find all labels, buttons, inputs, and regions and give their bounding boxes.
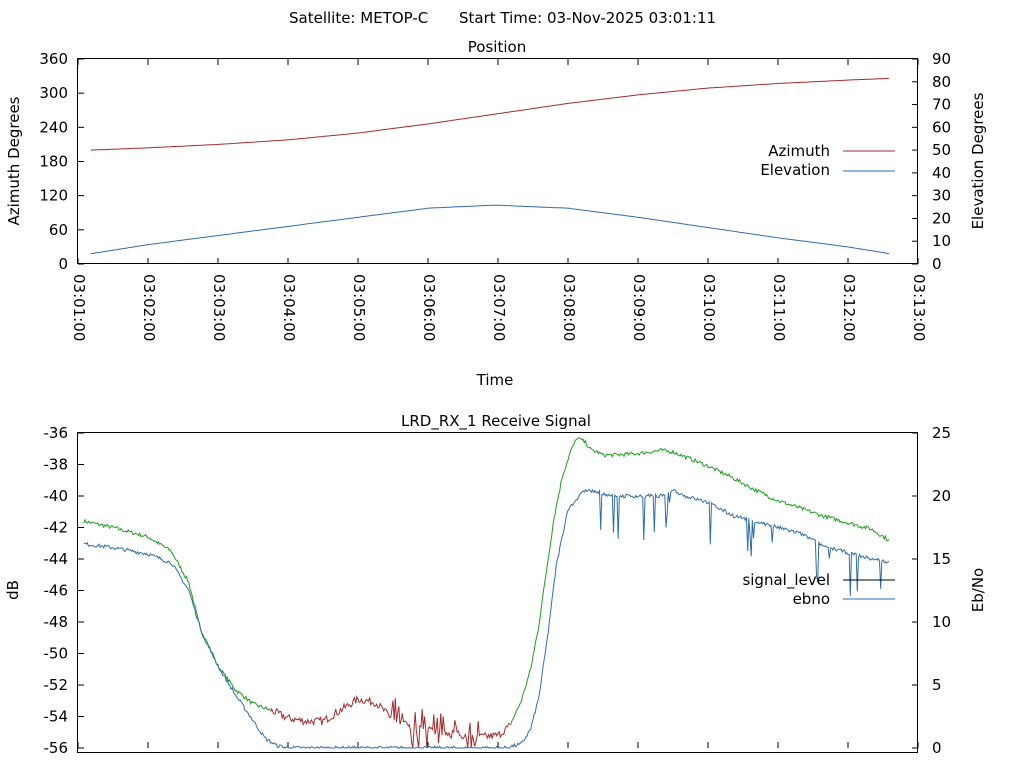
position-xtick-label: 03:01:00 [70, 274, 88, 341]
signal-ytick-label: -40 [44, 487, 69, 505]
position-ytick-label: 120 [39, 187, 68, 205]
position-ytick-label: 180 [39, 153, 68, 171]
position-xtick-label: 03:12:00 [840, 274, 858, 341]
signal-ytick-label: -44 [44, 550, 69, 568]
position-ticks: 0 60 120 180 240 300 360 0 10 20 30 40 50 60 70 80 90 03:… [39, 50, 951, 341]
position-legend: Azimuth Elevation [760, 142, 895, 179]
signal-ytick-label: -54 [44, 708, 69, 726]
legend-azimuth-label: Azimuth [768, 142, 830, 160]
position-ytick-label: 360 [39, 50, 68, 68]
position-y2tick-label: 70 [932, 96, 951, 114]
position-xtick-label: 03:08:00 [560, 274, 578, 341]
signal-ytick-label: -52 [44, 676, 69, 694]
position-plot-frame [77, 58, 918, 264]
position-y2tick-label: 0 [932, 255, 942, 273]
signal-y2tick-label: 5 [932, 676, 942, 694]
signal-y2tick-label: 10 [932, 613, 951, 631]
legend-ebno-label: ebno [793, 590, 830, 608]
signal-ylabel: dB [4, 580, 22, 600]
signal-ytick-label: -50 [44, 645, 69, 663]
signal-title: LRD_RX_1 Receive Signal [401, 412, 591, 431]
signal-ytick-label: -48 [44, 613, 69, 631]
position-title: Position [468, 38, 526, 56]
position-xtick-label: 03:05:00 [350, 274, 368, 341]
position-lines [90, 77, 889, 255]
position-ylabel: Azimuth Degrees [5, 96, 23, 225]
position-xtick-label: 03:07:00 [490, 274, 508, 341]
position-ytick-label: 0 [58, 255, 68, 273]
signal-ytick-label: -36 [44, 424, 69, 442]
position-xlabel: Time [476, 371, 514, 389]
position-ytick-label: 300 [39, 84, 68, 102]
ebno-line [83, 488, 890, 749]
header-satellite: Satellite: METOP-C [289, 9, 428, 27]
signal-y2label: Eb/No [969, 568, 987, 612]
position-y2tick-label: 60 [932, 118, 951, 136]
signal-ytick-label: -46 [44, 582, 69, 600]
signal-ytick-label: -42 [44, 519, 69, 537]
legend-signal-level-label: signal_level [742, 571, 830, 590]
signal-legend: signal_level ebno [742, 571, 895, 608]
position-y2tick-label: 80 [932, 73, 951, 91]
legend-elevation-label: Elevation [760, 161, 830, 179]
signal-y2tick-label: 20 [932, 487, 951, 505]
signal-level-segment [509, 437, 890, 726]
signal-ticks: -56 -54 -52 -50 -48 -46 -44 -42 -40 -38 -36 0 5 10 15 2… [44, 424, 952, 757]
position-series-elevation [90, 204, 889, 255]
position-xtick-label: 03:09:00 [630, 274, 648, 341]
position-ytick-label: 240 [39, 118, 68, 136]
position-y2tick-label: 90 [932, 50, 951, 68]
position-y2tick-label: 30 [932, 187, 951, 205]
position-xtick-label: 03:04:00 [280, 274, 298, 341]
position-y2tick-label: 40 [932, 164, 951, 182]
position-xtick-label: 03:06:00 [420, 274, 438, 341]
position-xtick-label: 03:10:00 [700, 274, 718, 341]
position-y2tick-label: 20 [932, 209, 951, 227]
signal-ytick-label: -56 [44, 739, 69, 757]
position-y2label: Elevation Degrees [969, 92, 987, 229]
header-start-time: Start Time: 03-Nov-2025 03:01:11 [459, 9, 716, 27]
position-y2tick-label: 50 [932, 141, 951, 159]
signal-y2tick-label: 0 [932, 739, 942, 757]
position-xtick-label: 03:11:00 [770, 274, 788, 341]
position-xtick-label: 03:13:00 [910, 274, 928, 341]
position-xtick-label: 03:03:00 [210, 274, 228, 341]
position-series-azimuth [90, 77, 889, 151]
signal-level-segment [83, 518, 271, 711]
position-y2tick-label: 10 [932, 232, 951, 250]
signal-ytick-label: -38 [44, 456, 69, 474]
signal-plot-frame [77, 432, 918, 753]
position-xtick-label: 03:02:00 [140, 274, 158, 341]
position-ytick-label: 60 [49, 221, 68, 239]
signal-lines [83, 437, 890, 749]
signal-y2tick-label: 15 [932, 550, 951, 568]
signal-y2tick-label: 25 [932, 424, 951, 442]
signal-level-segment [270, 694, 511, 749]
